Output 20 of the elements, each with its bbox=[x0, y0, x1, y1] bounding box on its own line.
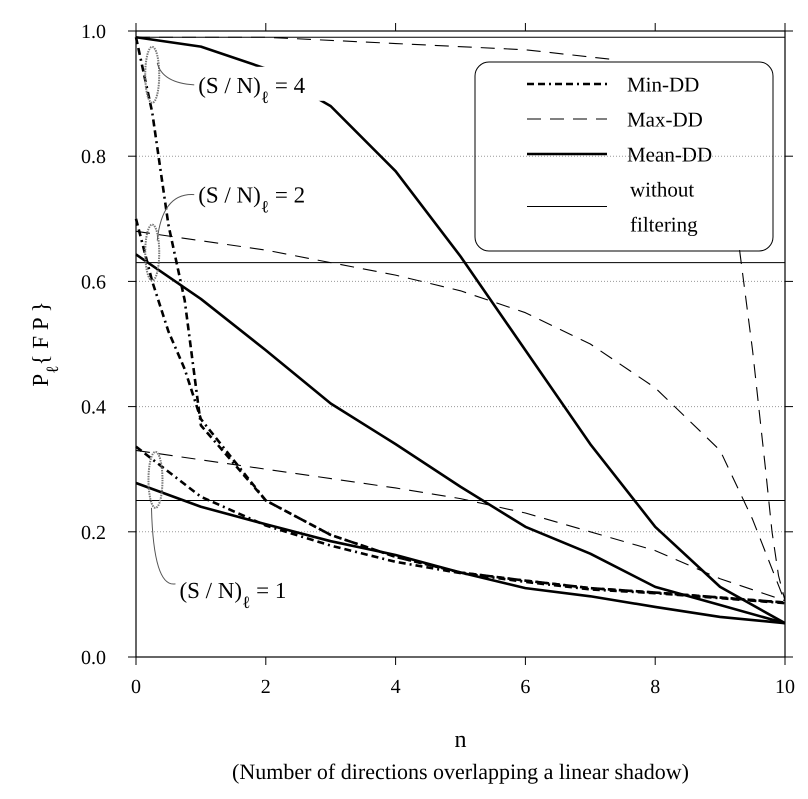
x-axis-title: n (Number of directions overlapping a linear shadow) bbox=[232, 727, 689, 784]
x-tick-label: 6 bbox=[520, 676, 530, 698]
x-tick-label: 2 bbox=[260, 676, 271, 698]
y-tick-label: 0.6 bbox=[81, 271, 106, 294]
annotation: (S / N)$_{ℓ}$ = 4 bbox=[198, 72, 306, 106]
y-tick-label: 0.2 bbox=[81, 522, 106, 544]
y-tick-label: 0.4 bbox=[81, 396, 106, 419]
legend-label: Max-DD bbox=[627, 107, 703, 132]
x-tick-label: 8 bbox=[650, 676, 660, 698]
legend-label: without filtering bbox=[630, 177, 698, 236]
x-tick-label: 10 bbox=[775, 676, 795, 698]
y-tick-label: 0.0 bbox=[81, 647, 106, 669]
y-tick-label: 1.0 bbox=[81, 21, 106, 43]
x-tick-label: 0 bbox=[131, 676, 141, 698]
legend-label: Mean-DD bbox=[627, 142, 712, 166]
legend-label: Min-DD bbox=[627, 72, 700, 96]
y-tick-label: 0.8 bbox=[81, 146, 106, 168]
annotation: (S / N)$_{ℓ}$ = 1 bbox=[179, 578, 286, 612]
x-tick-label: 4 bbox=[390, 676, 401, 698]
annotation: (S / N)$_{ℓ}$ = 2 bbox=[198, 182, 306, 216]
